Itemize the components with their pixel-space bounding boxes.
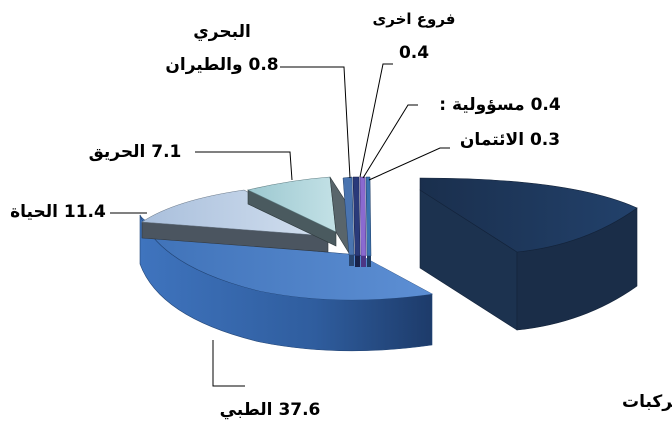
slice-fire: [247, 176, 353, 259]
leader-fire: [195, 151, 293, 181]
label-vehicles: 42 المركبات: [622, 392, 672, 412]
label-liability-value: 0.4: [531, 95, 561, 115]
slice-liability: [359, 176, 367, 267]
label-medical-name: الطبي: [220, 400, 273, 420]
label-marine-value: 0.8: [249, 55, 279, 75]
slice-marine: [342, 176, 355, 266]
label-life: 11.4 الحياة: [10, 202, 106, 222]
label-life-value: 11.4: [64, 202, 106, 222]
leader-credit: [368, 147, 450, 181]
label-other-name: فروع اخرى: [373, 10, 456, 28]
slice-life-top: [141, 189, 329, 237]
slice-life: [141, 189, 329, 253]
label-credit-value: 0.3: [530, 130, 560, 150]
label-fire-value: 7.1: [151, 142, 181, 162]
slice-credit: [365, 176, 372, 267]
leader-liability: [362, 104, 418, 179]
slice-vehicles-top: [419, 177, 638, 253]
label-credit: 0.3 الائتمان: [460, 130, 560, 150]
label-credit-name: الائتمان: [460, 130, 524, 150]
label-medical: 37.6 الطبي: [220, 400, 321, 420]
label-other-value: 0.4: [399, 43, 429, 63]
label-marine-line2: 0.8 والطيران: [165, 55, 278, 75]
label-fire: 7.1 الحريق: [89, 142, 182, 162]
leader-marine: [280, 66, 351, 179]
slice-liability-top: [359, 176, 367, 257]
label-vehicles-name: المركبات: [622, 392, 672, 412]
label-marine-line1: البحري: [193, 22, 251, 42]
label-fire-name: الحريق: [89, 142, 146, 162]
label-marine-name: والطيران: [165, 55, 242, 75]
label-life-name: الحياة: [10, 202, 58, 222]
slice-vehicles: [419, 177, 638, 331]
label-liability-name: مسؤولية :: [439, 95, 524, 115]
slice-medical-top-fill: [140, 215, 432, 300]
slice-other-top: [352, 176, 361, 257]
label-liability: 0.4 مسؤولية :: [439, 95, 561, 115]
slice-credit-side: [367, 256, 371, 267]
slice-other-side: [355, 256, 360, 267]
label-medical-value: 37.6: [278, 400, 320, 420]
slice-marine-side: [349, 255, 354, 266]
leader-medical: [212, 340, 245, 387]
slice-other: [352, 176, 361, 267]
slice-liability-side: [361, 256, 366, 267]
leader-other: [359, 63, 393, 178]
slice-credit-top: [365, 176, 372, 257]
